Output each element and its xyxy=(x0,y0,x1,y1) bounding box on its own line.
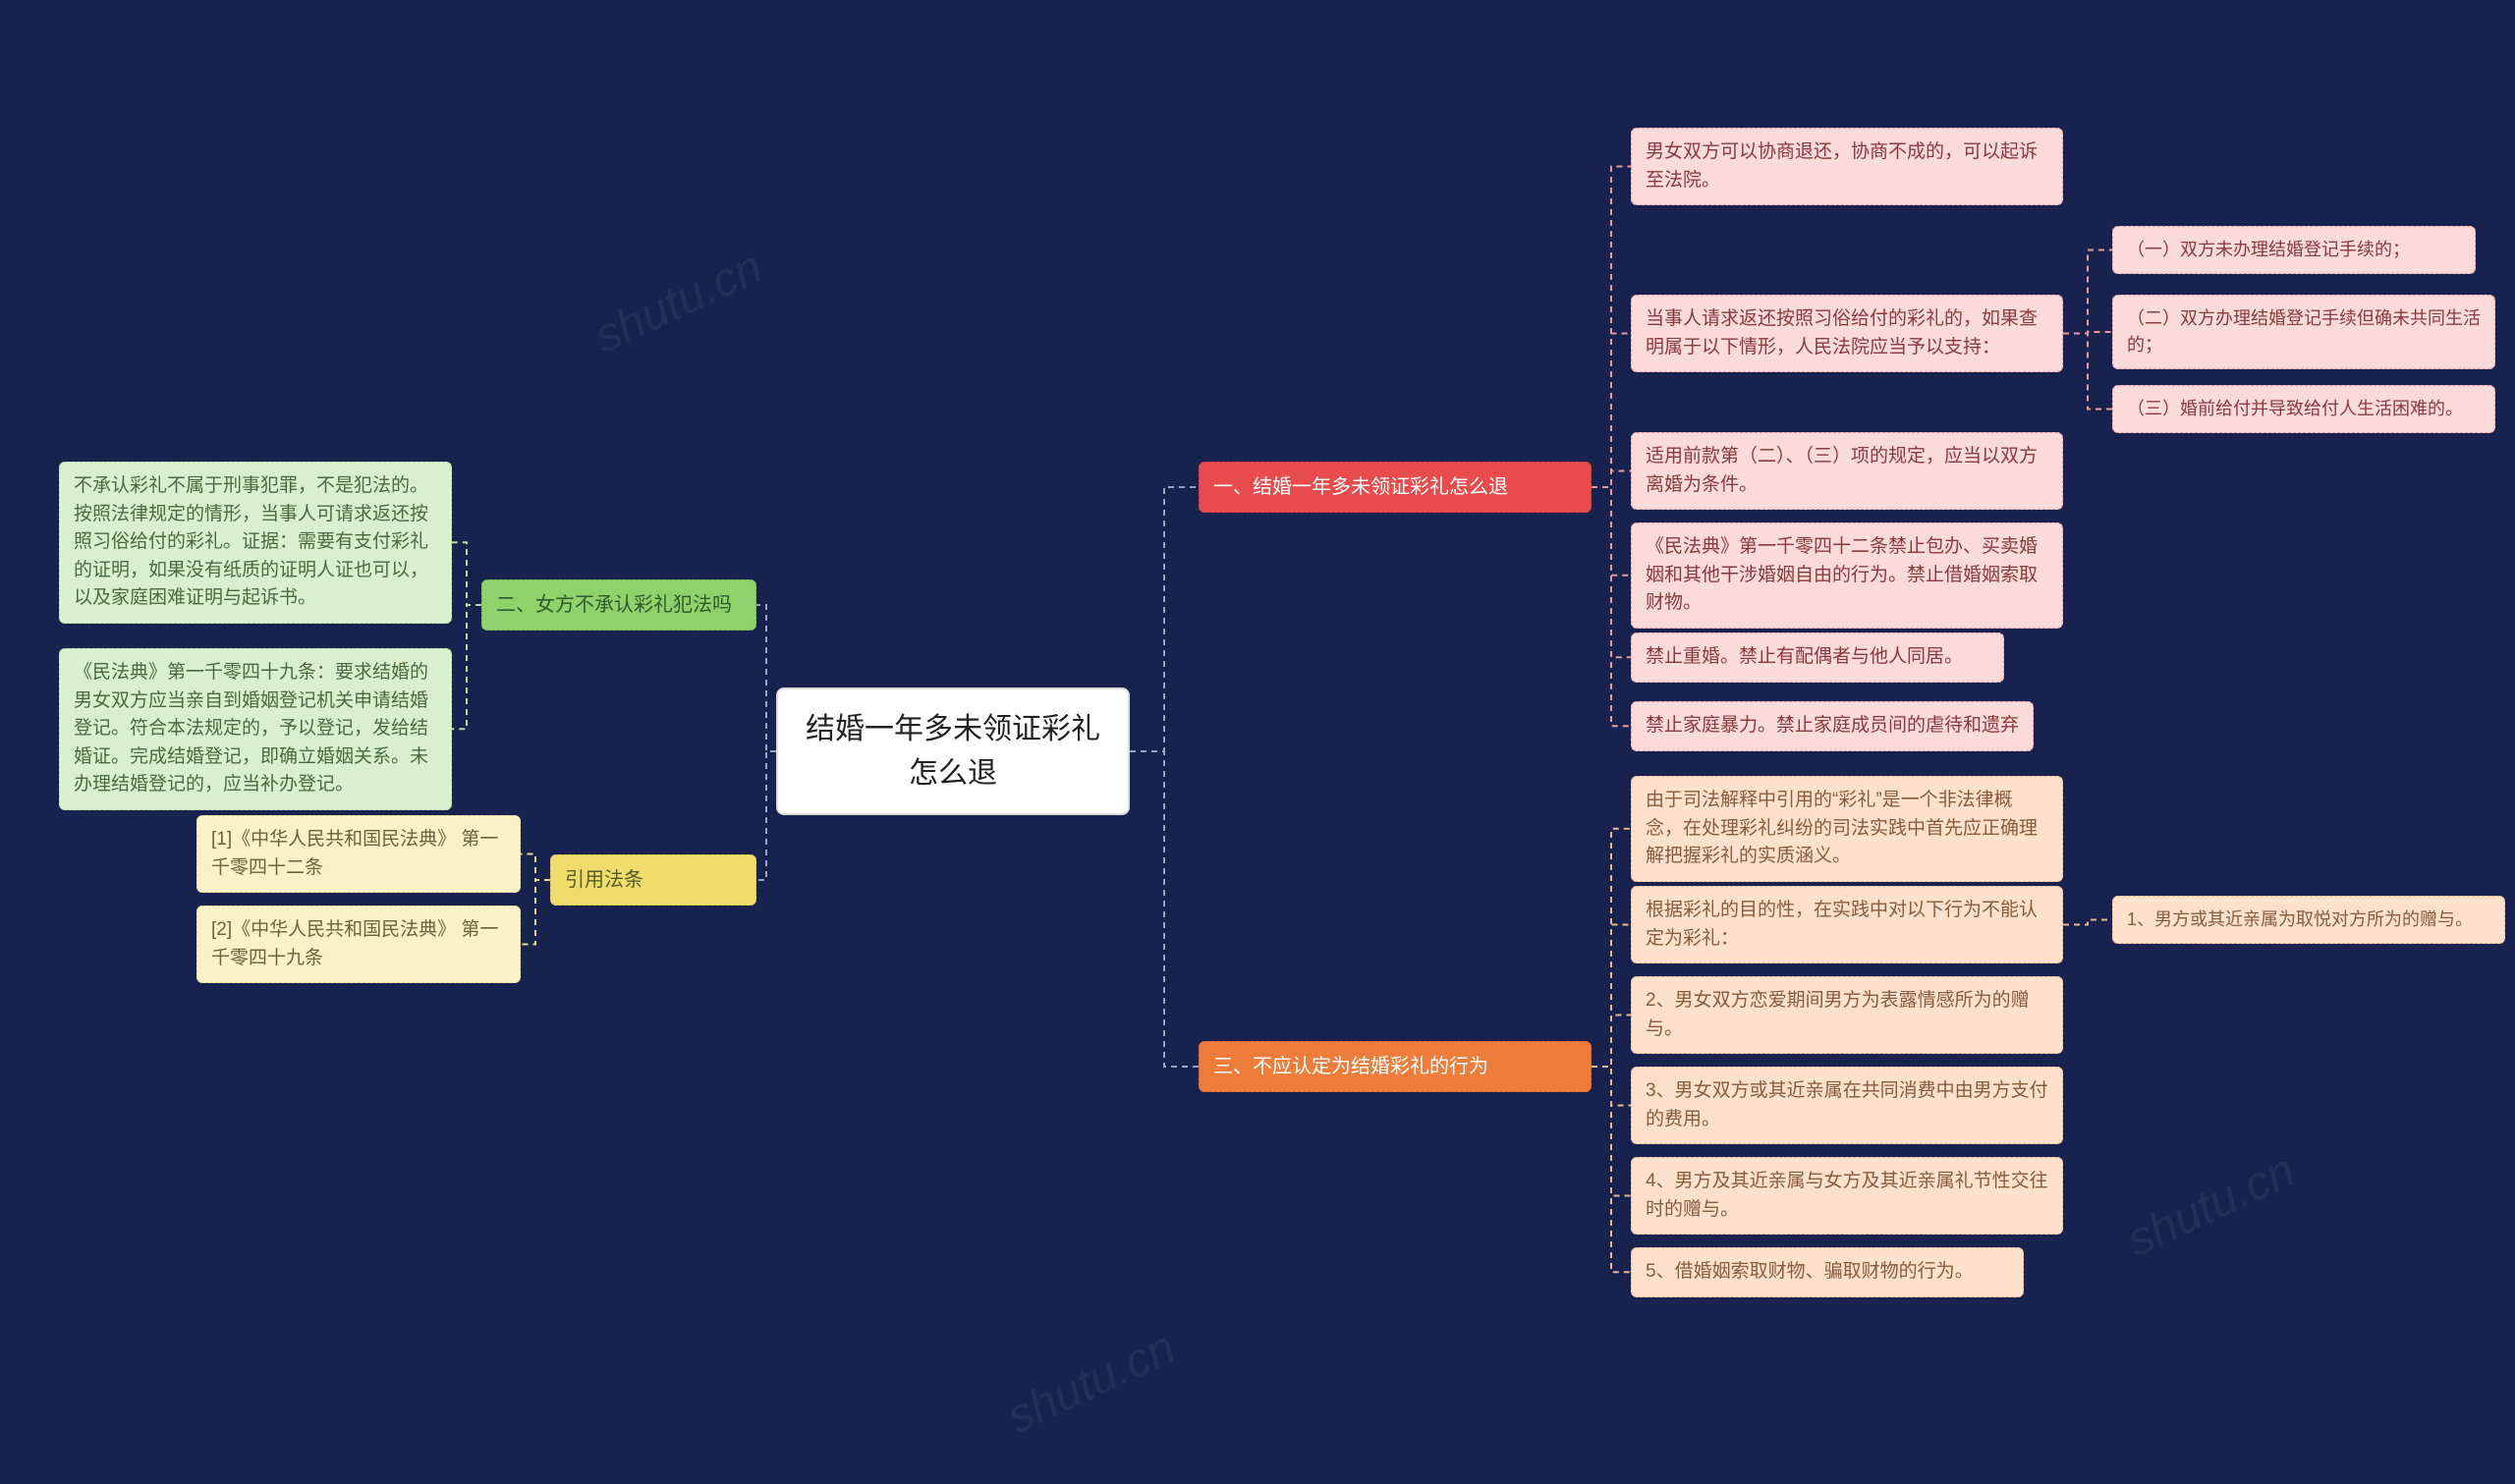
branch3-item-c: 2、男女双方恋爱期间男方为表露情感所为的赠与。 xyxy=(1631,976,2063,1054)
branch1-item-d: 《民法典》第一千零四十二条禁止包办、买卖婚姻和其他干涉婚姻自由的行为。禁止借婚姻… xyxy=(1631,522,2063,629)
branch3-head: 三、不应认定为结婚彩礼的行为 xyxy=(1199,1041,1592,1092)
branch1-item-b-sub1: （一）双方未办理结婚登记手续的； xyxy=(2112,226,2476,274)
watermark: shutu.cn xyxy=(999,1320,1184,1445)
branch1-item-f: 禁止家庭暴力。禁止家庭成员间的虐待和遗弃 xyxy=(1631,701,2034,751)
branch4-item-b: [2]《中华人民共和国民法典》 第一千零四十九条 xyxy=(196,906,521,983)
branch1-head: 一、结婚一年多未领证彩礼怎么退 xyxy=(1199,462,1592,513)
watermark: shutu.cn xyxy=(2119,1143,2304,1268)
branch1-item-e: 禁止重婚。禁止有配偶者与他人同居。 xyxy=(1631,632,2004,683)
root-node: 结婚一年多未领证彩礼怎么退 xyxy=(776,687,1130,815)
branch1-item-b-sub3: （三）婚前给付并导致给付人生活困难的。 xyxy=(2112,385,2495,433)
branch3-item-f: 5、借婚姻索取财物、骗取财物的行为。 xyxy=(1631,1247,2024,1297)
branch3-item-a: 由于司法解释中引用的“彩礼”是一个非法律概念，在处理彩礼纠纷的司法实践中首先应正… xyxy=(1631,776,2063,882)
branch3-item-d: 3、男女双方或其近亲属在共同消费中由男方支付的费用。 xyxy=(1631,1067,2063,1144)
branch1-item-b: 当事人请求返还按照习俗给付的彩礼的，如果查明属于以下情形，人民法院应当予以支持： xyxy=(1631,295,2063,372)
branch1-item-c: 适用前款第（二）、（三）项的规定，应当以双方离婚为条件。 xyxy=(1631,432,2063,510)
branch3-item-e: 4、男方及其近亲属与女方及其近亲属礼节性交往时的赠与。 xyxy=(1631,1157,2063,1235)
watermark: shutu.cn xyxy=(587,240,771,364)
branch1-item-b-sub2: （二）双方办理结婚登记手续但确未共同生活的； xyxy=(2112,295,2495,369)
branch1-item-a: 男女双方可以协商退还，协商不成的，可以起诉至法院。 xyxy=(1631,128,2063,205)
branch2-head: 二、女方不承认彩礼犯法吗 xyxy=(481,579,756,631)
branch2-item-a: 不承认彩礼不属于刑事犯罪，不是犯法的。按照法律规定的情形，当事人可请求返还按照习… xyxy=(59,462,452,624)
branch4-item-a: [1]《中华人民共和国民法典》 第一千零四十二条 xyxy=(196,815,521,893)
branch3-item-b-sub1: 1、男方或其近亲属为取悦对方所为的赠与。 xyxy=(2112,896,2505,944)
branch4-head: 引用法条 xyxy=(550,854,756,906)
branch2-item-b: 《民法典》第一千零四十九条：要求结婚的男女双方应当亲自到婚姻登记机关申请结婚登记… xyxy=(59,648,452,810)
branch3-item-b: 根据彩礼的目的性，在实践中对以下行为不能认定为彩礼： xyxy=(1631,886,2063,963)
